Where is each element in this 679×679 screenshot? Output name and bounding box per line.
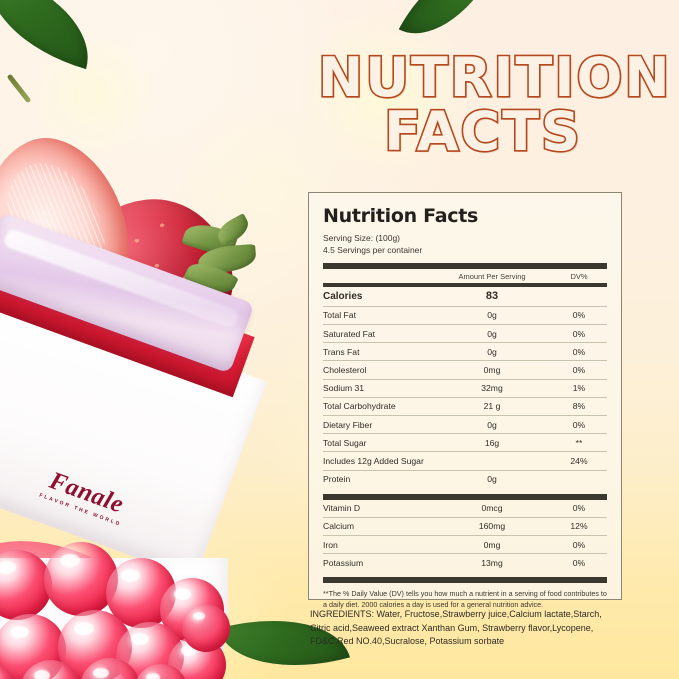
- nutrition-row: Calories 83: [323, 286, 607, 307]
- divider-medium: [323, 282, 607, 287]
- nutrition-row: Vitamin D 0mcg 0%: [323, 499, 607, 518]
- nutrition-row-label: Potassium: [323, 557, 364, 568]
- serving-size-text: Serving Size: (100g): [323, 233, 401, 243]
- nutrition-row-label: Includes 12g Added Sugar: [323, 451, 433, 471]
- nutrition-row-amount: 21 g: [433, 397, 551, 416]
- nutrition-row: Sodium 31 32mg 1%: [323, 379, 607, 398]
- nutrition-row: Saturated Fat 0g 0%: [323, 324, 607, 344]
- nutrition-row-amount: 0g: [433, 415, 551, 435]
- nutrition-row-amount: 0mg: [433, 535, 551, 555]
- nutrition-row: Calcium 160mg 12%: [323, 517, 607, 537]
- nutrition-row-amount: 13mg: [481, 557, 503, 568]
- nutrition-table-main: Calories 83 Total Fat 0g 0% Saturated Fat 0g 0%…: [323, 286, 607, 488]
- boba-pearl-highlight: [130, 632, 149, 646]
- nutrition-row-amount: 0g: [433, 306, 551, 326]
- boba-pearl-highlight: [74, 621, 94, 636]
- nutrition-row-amount: 160mg: [433, 517, 551, 537]
- boba-pearl-highlight: [121, 569, 140, 582]
- boba-pearl: [182, 604, 230, 652]
- nutrition-row-daily-value: 1%: [551, 379, 607, 398]
- nutrition-row-label: Dietary Fiber: [323, 415, 433, 435]
- nutrition-row-daily-value: 0%: [551, 360, 607, 380]
- boba-pearl-highlight: [145, 672, 160, 679]
- nutrition-row-amount: [433, 451, 551, 471]
- nutrition-row-amount: 16g: [433, 433, 551, 453]
- divider-thick: [323, 577, 607, 584]
- nutrition-row-daily-value: 0%: [551, 535, 607, 555]
- header-daily-value: DV%: [570, 271, 588, 281]
- nutrition-row-daily-value: [551, 470, 607, 488]
- boba-pearl-highlight: [174, 588, 191, 600]
- nutrition-row-daily-value: 0%: [551, 342, 607, 362]
- nutrition-row-amount: 83: [433, 286, 551, 307]
- nutrition-row: Potassium 13mg 0%: [323, 554, 607, 572]
- nutrition-row-label: Protein: [323, 474, 351, 485]
- nutrition-row-amount: 0g: [433, 324, 551, 344]
- popping-boba-pearls: [0, 532, 230, 679]
- nutrition-row: Trans Fat 0g 0%: [323, 342, 607, 362]
- nutrition-row-label: Iron: [323, 535, 433, 555]
- nutrition-row-daily-value: 8%: [551, 397, 607, 416]
- divider-thick: [323, 493, 607, 500]
- boba-pearl-highlight: [60, 553, 80, 568]
- nutrition-row-daily-value: 0%: [551, 415, 607, 435]
- nutrition-row-daily-value: [551, 286, 607, 307]
- nutrition-row: Includes 12g Added Sugar 24%: [323, 451, 607, 471]
- nutrition-row-daily-value: 24%: [551, 451, 607, 471]
- nutrition-row-amount: 32mg: [433, 379, 551, 398]
- nutrition-row-label: Trans Fat: [323, 342, 433, 362]
- nutrition-row: Protein 0g: [323, 470, 607, 488]
- nutrition-row-daily-value: 0%: [572, 557, 586, 568]
- nutrition-row-amount: 0g: [487, 474, 497, 485]
- nutrition-row: Total Sugar 16g **: [323, 433, 607, 453]
- product-photo: Fanale FLAVOR THE WORLD INSTANT TOPPING: [0, 118, 267, 679]
- nutrition-row-daily-value: 0%: [551, 324, 607, 344]
- nutrition-row-amount: 0mcg: [433, 499, 551, 518]
- nutrition-row: Dietary Fiber 0g 0%: [323, 415, 607, 435]
- nutrition-row: Cholesterol 0mg 0%: [323, 360, 607, 380]
- nutrition-row-daily-value: 12%: [551, 517, 607, 537]
- boba-pearl-highlight: [192, 611, 206, 621]
- header-amount-per-serving: Amount Per Serving: [458, 271, 526, 281]
- nutrition-row: Total Fat 0g 0%: [323, 306, 607, 326]
- nutrition-row-label: Total Fat: [323, 306, 433, 326]
- nutrition-row-daily-value: 0%: [551, 306, 607, 326]
- boba-pearl-highlight: [0, 561, 16, 574]
- ingredients-text: INGREDIENTS: Water, Fructose,Strawberry …: [310, 609, 602, 647]
- servings-per-container-text: 4.5 Servings per container: [323, 245, 423, 256]
- nutrition-row-label: Total Sugar: [323, 433, 433, 453]
- boba-pearl-highlight: [9, 625, 29, 639]
- nutrition-table-micronutrients: Vitamin D 0mcg 0% Calcium 160mg 12% Iron 0mg 0% P…: [323, 499, 607, 572]
- boba-pearl-highlight: [33, 669, 50, 679]
- nutrition-row-label: Total Carbohydrate: [323, 397, 433, 416]
- nutrition-row-amount: 0mg: [433, 360, 551, 380]
- nutrition-facts-panel: Nutrition Facts Serving Size: (100g) 4.5…: [308, 192, 622, 609]
- divider-thick: [323, 262, 607, 269]
- nutrition-row-label: Vitamin D: [323, 499, 433, 518]
- boba-pearl: [44, 542, 118, 616]
- nutrition-row-amount: 0g: [433, 342, 551, 362]
- nutrition-row-label: Sodium 31: [323, 379, 433, 398]
- nutrition-column-headers: Amount Per Serving DV%: [323, 269, 607, 283]
- nutrition-row-label: Cholesterol: [323, 360, 433, 380]
- daily-value-footnote: **The % Daily Value (DV) tells you how m…: [323, 589, 607, 610]
- nutrition-row: Iron 0mg 0%: [323, 535, 607, 555]
- boba-pearl-highlight: [93, 667, 109, 679]
- nutrition-row: Total Carbohydrate 21 g 8%: [323, 397, 607, 416]
- nutrition-row-label: Calories: [323, 286, 433, 307]
- nutrition-row-label: Calcium: [323, 517, 433, 537]
- nutrition-row-daily-value: 0%: [551, 499, 607, 518]
- nutrition-row-label: Saturated Fat: [323, 324, 433, 344]
- nutrition-row-daily-value: **: [551, 433, 607, 453]
- boba-pearl-highlight: [180, 645, 196, 656]
- nutrition-facts-title: Nutrition Facts: [323, 205, 479, 227]
